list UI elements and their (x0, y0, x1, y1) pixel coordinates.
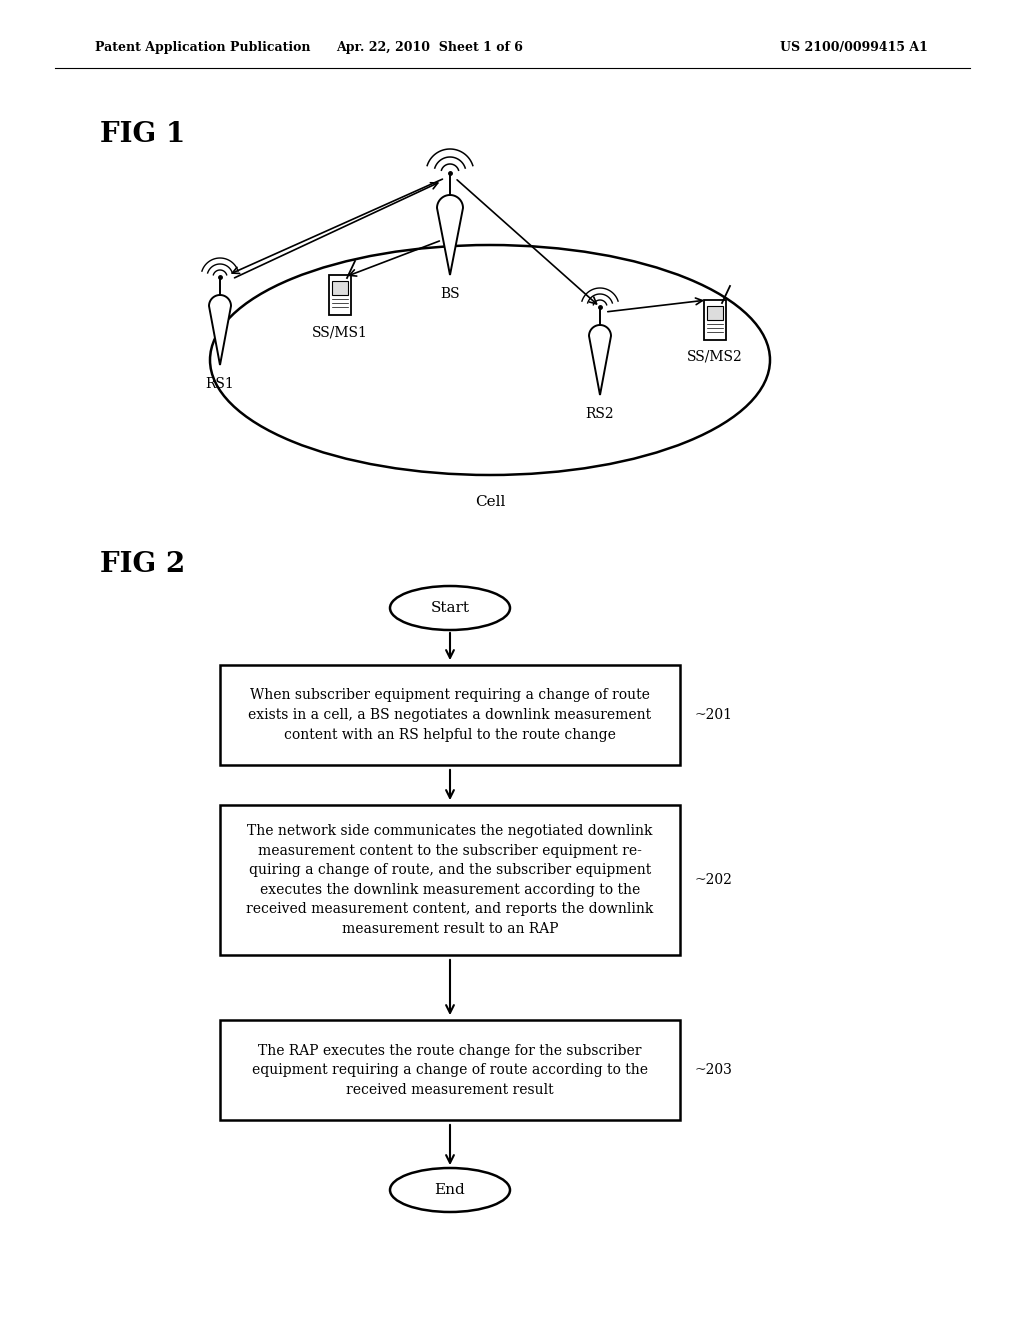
Text: FIG 2: FIG 2 (100, 552, 185, 578)
Text: RS2: RS2 (586, 407, 614, 421)
Text: ~202: ~202 (695, 873, 733, 887)
Ellipse shape (390, 586, 510, 630)
Text: The network side communicates the negotiated downlink
measurement content to the: The network side communicates the negoti… (247, 824, 653, 936)
Text: SS/MS1: SS/MS1 (312, 325, 368, 339)
Text: When subscriber equipment requiring a change of route
exists in a cell, a BS neg: When subscriber equipment requiring a ch… (249, 689, 651, 742)
Text: Apr. 22, 2010  Sheet 1 of 6: Apr. 22, 2010 Sheet 1 of 6 (337, 41, 523, 54)
Text: FIG 1: FIG 1 (100, 121, 185, 149)
Text: Patent Application Publication: Patent Application Publication (95, 41, 310, 54)
PathPatch shape (437, 195, 463, 275)
Bar (220, 1020, 680, 1119)
Text: Cell: Cell (475, 495, 505, 510)
Bar (705, 300, 726, 341)
Text: End: End (434, 1183, 465, 1197)
Bar (329, 275, 351, 315)
Bar (332, 281, 348, 294)
Text: RS1: RS1 (206, 378, 234, 391)
Ellipse shape (390, 1168, 510, 1212)
Text: US 2100/0099415 A1: US 2100/0099415 A1 (780, 41, 928, 54)
Bar (707, 306, 723, 319)
Text: ~201: ~201 (695, 708, 733, 722)
Bar (220, 805, 680, 954)
Text: SS/MS2: SS/MS2 (687, 350, 742, 364)
Text: Start: Start (430, 601, 469, 615)
PathPatch shape (209, 294, 231, 366)
PathPatch shape (589, 325, 611, 395)
Text: ~203: ~203 (695, 1063, 733, 1077)
Text: BS: BS (440, 286, 460, 301)
Bar (220, 665, 680, 766)
Text: The RAP executes the route change for the subscriber
equipment requiring a chang: The RAP executes the route change for th… (252, 1044, 648, 1097)
